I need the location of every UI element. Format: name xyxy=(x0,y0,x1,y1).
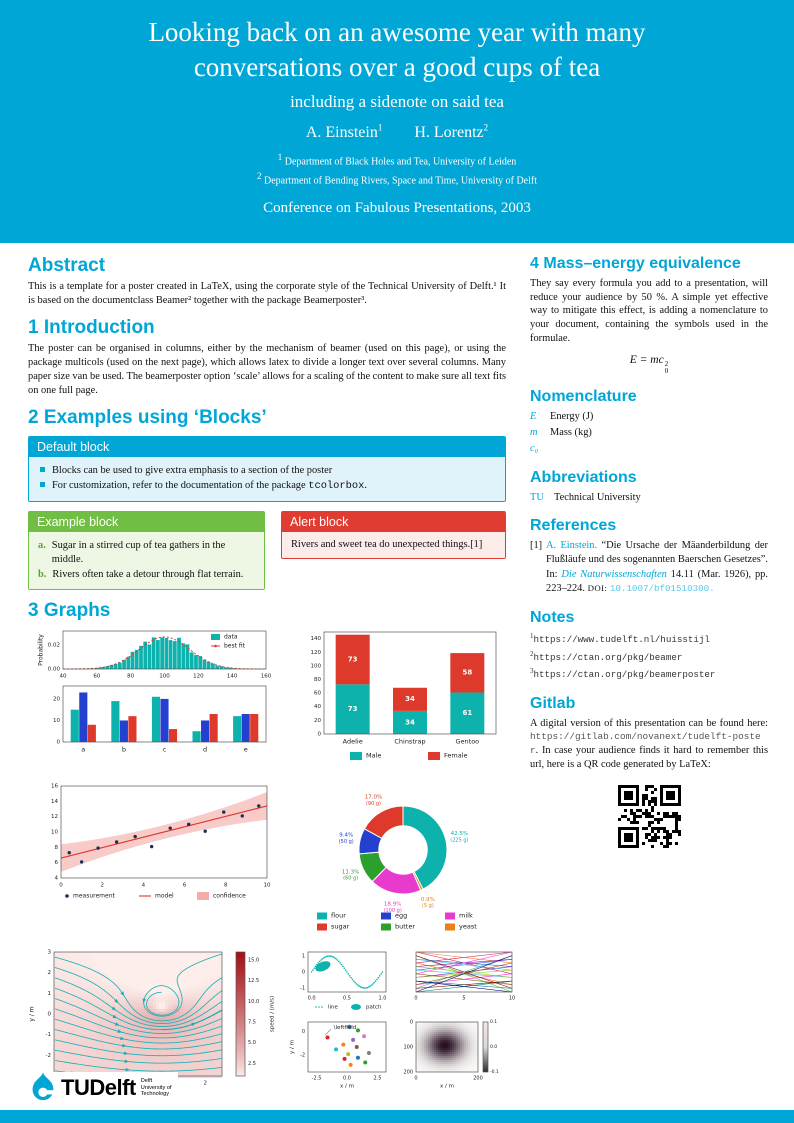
left-column: Abstract This is a template for a poster… xyxy=(24,255,520,1096)
tudelft-caption: Delft University of Technology xyxy=(140,1078,172,1098)
section-abbreviations: Abbreviations TU Technical University xyxy=(530,469,768,504)
tudelft-wordmark: TUDelft xyxy=(61,1075,136,1100)
example-item-b: b. Rivers often take a detour through fla… xyxy=(38,568,244,580)
small-multiples-chart xyxy=(282,945,520,1094)
reference-label: [1] xyxy=(530,540,543,552)
mass-energy-formula: E = mc 2 0 xyxy=(629,353,669,375)
section-notes: Notes 1https://www.tudelft.nl/huisstijl … xyxy=(530,609,768,681)
note-entry: 1https://www.tudelft.nl/huisstijl xyxy=(530,632,710,646)
nomenclature-row: c₀ xyxy=(530,443,539,455)
bullet-square-icon xyxy=(40,467,45,473)
doi-link[interactable]: 10.1007/bf01510300. xyxy=(609,583,715,595)
poster-title: Looking back on an awesome year with man… xyxy=(0,15,794,84)
alert-block-title: Alert block xyxy=(282,511,505,532)
regression-chart xyxy=(31,779,275,908)
introduction-text: The poster can be organised in columns, … xyxy=(28,343,506,396)
default-block-item: Blocks can be used to give extra emphasi… xyxy=(38,464,496,478)
note-link[interactable]: https://www.tudelft.nl/huisstijl xyxy=(533,634,710,646)
nomenclature-row: E Energy (J) xyxy=(530,411,594,423)
bullet-square-icon xyxy=(40,482,45,488)
alert-block: Alert block Rivers and sweet tea do unex… xyxy=(281,510,506,559)
alert-block-body: Rivers and sweet tea do unexpected thing… xyxy=(282,531,505,558)
mass-energy-heading: 4 Mass–energy equivalence xyxy=(530,255,741,272)
gitlab-heading: Gitlab xyxy=(530,694,576,712)
graphs-grid xyxy=(24,625,520,1096)
note-link[interactable]: https://ctan.org/pkg/beamer xyxy=(533,651,683,663)
note-entry: 2https://ctan.org/pkg/beamer xyxy=(530,649,683,663)
grouped-bar-chart xyxy=(33,681,273,758)
introduction-heading: 1 Introduction xyxy=(28,317,155,339)
doi-label: DOI: xyxy=(587,583,608,594)
nomenclature-heading: Nomenclature xyxy=(530,388,637,406)
section-gitlab: Gitlab A digital version of this present… xyxy=(530,695,768,853)
section-introduction: 1 Introduction The poster can be organis… xyxy=(28,317,506,397)
histogram-bar-stack xyxy=(33,625,273,758)
graphs-heading: 3 Graphs xyxy=(28,599,111,621)
section-mass-energy: 4 Mass–energy equivalence They say every… xyxy=(530,255,768,375)
stacked-bar-chart xyxy=(292,625,510,772)
example-block-body: a. Sugar in a stirred cup of tea gathers … xyxy=(29,531,264,589)
notes-heading: Notes xyxy=(530,609,575,627)
affiliation-2: 2 Department of Bending Rivers, Space an… xyxy=(256,171,537,187)
section-abstract: Abstract This is a template for a poster… xyxy=(28,255,506,307)
tudelft-logo: TUDelft Delft University of Technology xyxy=(30,1072,178,1104)
title-line-1: Looking back on an awesome year with man… xyxy=(148,17,646,47)
reference-entry: [1] A. Einstein. “Die Ursache der Mäande… xyxy=(530,539,768,596)
reference-authors: A. Einstein. xyxy=(545,540,598,552)
abbreviation-row: TU Technical University xyxy=(530,491,641,503)
example-item-a: a. Sugar in a stirred cup of tea gathers … xyxy=(38,539,226,565)
reference-title: “Die Ursache der Mäanderbildung der Fluß… xyxy=(546,540,768,580)
note-entry: 3https://ctan.org/pkg/beamerposter xyxy=(530,667,716,681)
footer-bar xyxy=(0,1110,794,1123)
title-line-2: conversations over a good cups of tea xyxy=(193,51,601,82)
author-1: A. Einstein1 xyxy=(305,123,383,142)
reference-journal-info: 14.11 (Mar. 1926), pp. 223–224. xyxy=(546,568,768,595)
example-block-title: Example block xyxy=(29,511,264,532)
gitlab-link[interactable]: https://gitlab.com/novanext/tudelft-post… xyxy=(530,731,761,756)
abstract-heading: Abstract xyxy=(28,255,106,276)
poster-body: Abstract This is a template for a poster… xyxy=(0,243,794,1096)
reference-journal: Die Naturwissenschaften xyxy=(561,568,667,580)
example-block: Example block a. Sugar in a stirred cup o… xyxy=(28,510,265,590)
section-references: References [1] A. Einstein. “Die Ursache… xyxy=(530,517,768,596)
tudelft-flame-icon xyxy=(32,1072,56,1101)
example-alert-row: Example block a. Sugar in a stirred cup o… xyxy=(28,510,506,590)
donut-chart xyxy=(285,779,517,938)
note-link[interactable]: https://ctan.org/pkg/beamerposter xyxy=(533,669,716,681)
abbreviations-heading: Abbreviations xyxy=(530,468,637,486)
default-block-title: Default block xyxy=(29,437,505,458)
qr-code xyxy=(613,781,685,853)
references-heading: References xyxy=(530,517,617,535)
section-graphs: 3 Graphs xyxy=(24,599,520,1096)
affiliations: 1 Department of Black Holes and Tea, Uni… xyxy=(0,151,794,189)
abstract-text: This is a template for a poster created … xyxy=(28,281,506,306)
mass-energy-text: They say every formula you add to a pres… xyxy=(530,277,768,344)
nomenclature-row: m Mass (kg) xyxy=(530,427,592,439)
affiliation-1: 1 Department of Black Holes and Tea, Uni… xyxy=(277,152,517,168)
histogram-chart xyxy=(33,625,273,682)
default-block-body: Blocks can be used to give extra emphasi… xyxy=(29,457,505,501)
gitlab-text: A digital version of this presentation c… xyxy=(530,717,768,770)
author-2: H. Lorentz2 xyxy=(414,123,489,142)
default-block-item: For customization, refer to the document… xyxy=(38,479,496,493)
poster-header: Looking back on an awesome year with man… xyxy=(0,0,794,243)
examples-heading: 2 Examples using ‘Blocks’ xyxy=(28,407,267,429)
default-block: Default block Blocks can be used to give… xyxy=(28,436,506,502)
authors-line: A. Einstein1 H. Lorentz2 xyxy=(0,123,794,142)
poster-subtitle: including a sidenote on said tea xyxy=(290,92,504,112)
right-column: 4 Mass–energy equivalence They say every… xyxy=(530,255,768,1096)
section-examples: 2 Examples using ‘Blocks’ Default block … xyxy=(28,407,506,590)
conference-line: Conference on Fabulous Presentations, 20… xyxy=(263,200,531,217)
streamplot-chart xyxy=(24,945,282,1096)
section-nomenclature: Nomenclature E Energy (J) m Mass (kg) c₀ xyxy=(530,388,768,455)
